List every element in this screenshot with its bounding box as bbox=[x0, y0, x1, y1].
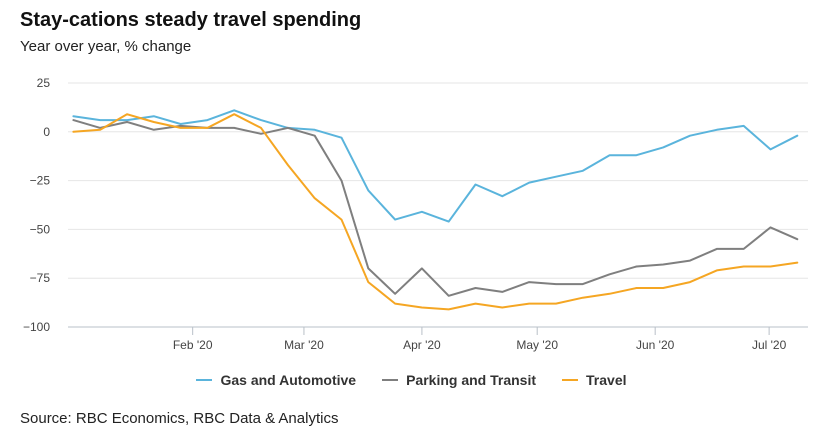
y-tick-label: −100 bbox=[23, 320, 50, 334]
x-tick-label: May '20 bbox=[516, 338, 558, 352]
series-lines bbox=[72, 109, 799, 311]
series-line-travel bbox=[72, 113, 799, 311]
chart-title: Stay-cations steady travel spending bbox=[20, 9, 362, 31]
legend-swatch bbox=[562, 379, 579, 381]
source-note: Source: RBC Economics, RBC Data & Analyt… bbox=[20, 410, 339, 427]
chart-subtitle: Year over year, % change bbox=[20, 38, 192, 55]
series-line-parking-and-transit bbox=[72, 119, 799, 297]
x-tick-label: Mar '20 bbox=[284, 338, 324, 352]
y-tick-label: 25 bbox=[37, 76, 51, 90]
legend-item[interactable]: Parking and Transit bbox=[382, 372, 536, 388]
legend-label: Gas and Automotive bbox=[220, 372, 357, 388]
y-tick-label: −50 bbox=[30, 222, 51, 236]
axes: 25 0 −25 −50 −75 −100 Feb '20 Mar '20 Apr '20 May… bbox=[23, 76, 787, 352]
legend-swatch bbox=[382, 379, 399, 381]
x-tick-label: Feb '20 bbox=[173, 338, 213, 352]
x-tick-label: Jun '20 bbox=[636, 338, 675, 352]
x-tick-label: Apr '20 bbox=[403, 338, 441, 352]
legend-item[interactable]: Travel bbox=[562, 372, 627, 388]
gridlines bbox=[68, 82, 808, 328]
legend-label: Parking and Transit bbox=[406, 372, 537, 388]
legend-swatch bbox=[196, 379, 213, 381]
series-line-gas-and-automotive bbox=[72, 109, 799, 223]
legend-label: Travel bbox=[586, 372, 627, 388]
x-tick-label: Jul '20 bbox=[752, 338, 787, 352]
legend: Gas and Automotive Parking and Transit Tra… bbox=[0, 372, 823, 388]
y-tick-label: 0 bbox=[43, 125, 50, 139]
y-tick-label: −75 bbox=[30, 271, 51, 285]
legend-item[interactable]: Gas and Automotive bbox=[196, 372, 356, 388]
y-tick-label: −25 bbox=[30, 174, 51, 188]
